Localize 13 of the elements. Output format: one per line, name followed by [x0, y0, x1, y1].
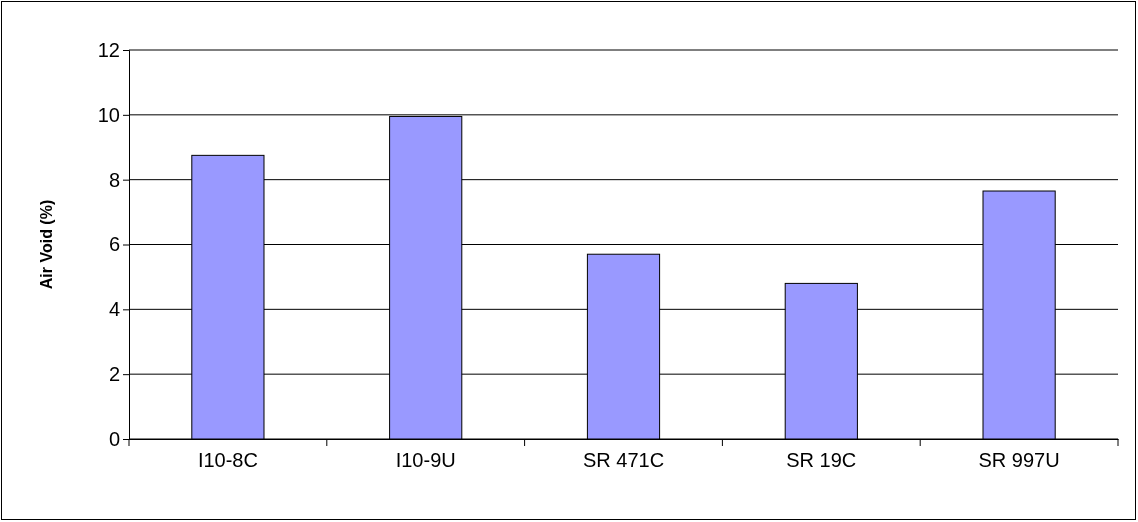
y-tick-label: 10	[97, 103, 120, 126]
y-tick-label: 6	[108, 233, 120, 256]
y-tick-label: 12	[97, 38, 120, 61]
y-tick-label: 8	[108, 168, 120, 191]
x-tick-label: SR 19C	[786, 449, 857, 472]
y-tick-label: 4	[108, 298, 120, 321]
x-tick-label: I10-9U	[395, 449, 456, 472]
y-tick-label: 2	[108, 363, 120, 386]
x-tick-label: I10-8C	[197, 449, 258, 472]
y-tick-label: 0	[108, 427, 120, 450]
y-axis-title: Air Void (%)	[38, 199, 55, 290]
x-tick-label: SR 471C	[582, 449, 665, 472]
x-tick-label: SR 997U	[978, 449, 1060, 472]
